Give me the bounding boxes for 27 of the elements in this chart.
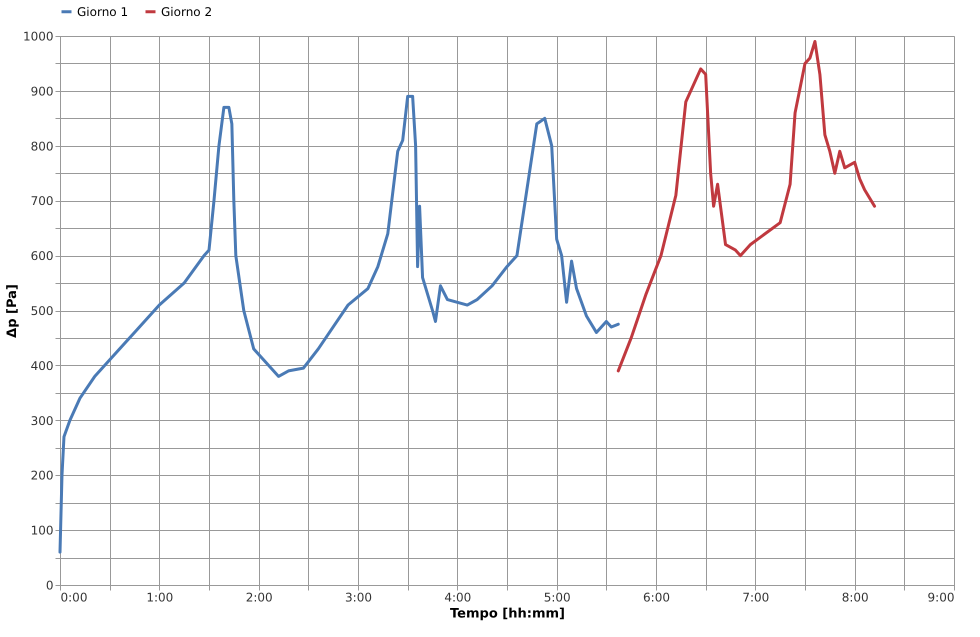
- y-tick-label: 0: [46, 578, 54, 592]
- y-tick-label: 1000: [22, 30, 54, 44]
- y-tick-label: 800: [30, 139, 54, 154]
- x-axis-title: Tempo [hh:mm]: [450, 606, 565, 622]
- line-series: [58, 94, 620, 554]
- y-tick-label: 700: [30, 194, 54, 208]
- x-tick-label: 0:00: [60, 590, 88, 604]
- legend-label: Giorno 2: [161, 4, 212, 19]
- legend-label: Giorno 1: [77, 4, 128, 19]
- y-tick-label: 900: [30, 84, 54, 98]
- x-tick-label: 8:00: [842, 590, 869, 604]
- x-tick-label: 9:00: [928, 590, 954, 604]
- x-tick-label: 4:00: [444, 590, 472, 604]
- y-axis-title: Δp [Pa]: [4, 284, 20, 338]
- y-tick-label: 200: [30, 468, 54, 483]
- y-tick-label: 600: [30, 249, 54, 264]
- x-tick-label: 2:00: [246, 590, 273, 604]
- y-tick-label: 500: [30, 304, 54, 318]
- line-series: [616, 40, 876, 372]
- y-tick-label: 300: [30, 414, 54, 428]
- x-tick-label: 6:00: [643, 590, 670, 604]
- y-tick-label: 100: [30, 524, 54, 538]
- y-tick-label: 400: [30, 358, 54, 373]
- x-tick-label: 3:00: [345, 590, 372, 604]
- x-tick-label: 7:00: [742, 590, 770, 604]
- x-tick-label: 5:00: [544, 590, 571, 604]
- x-tick-label: 1:00: [146, 590, 174, 604]
